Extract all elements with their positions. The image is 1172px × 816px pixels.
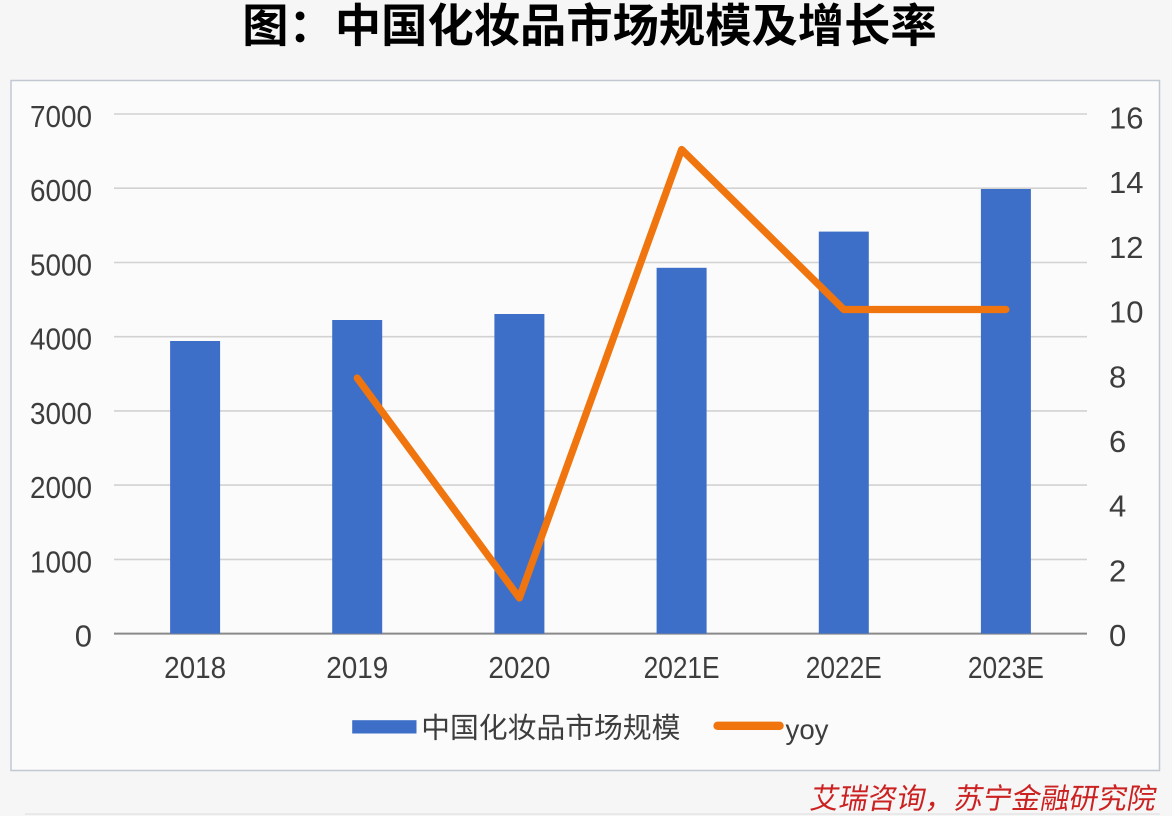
svg-text:3000: 3000 — [30, 396, 92, 431]
svg-text:7000: 7000 — [30, 99, 92, 134]
svg-text:0: 0 — [75, 619, 92, 654]
svg-text:8: 8 — [1109, 359, 1126, 394]
svg-text:0: 0 — [1109, 618, 1126, 653]
svg-text:2022E: 2022E — [806, 650, 882, 685]
svg-text:2018: 2018 — [164, 650, 226, 685]
svg-text:10: 10 — [1109, 295, 1144, 330]
svg-text:5000: 5000 — [30, 248, 92, 283]
svg-text:4000: 4000 — [30, 322, 92, 357]
svg-text:2021E: 2021E — [644, 650, 720, 685]
svg-text:yoy: yoy — [786, 714, 829, 745]
svg-text:6000: 6000 — [30, 173, 92, 208]
svg-text:4: 4 — [1109, 489, 1126, 524]
svg-text:6: 6 — [1109, 424, 1126, 459]
svg-text:1000: 1000 — [30, 544, 92, 579]
svg-text:2019: 2019 — [326, 650, 388, 685]
svg-text:16: 16 — [1109, 101, 1144, 136]
svg-text:12: 12 — [1109, 230, 1144, 265]
svg-text:2: 2 — [1109, 553, 1126, 588]
svg-text:2023E: 2023E — [968, 650, 1044, 685]
svg-text:2020: 2020 — [488, 650, 550, 685]
svg-text:14: 14 — [1109, 165, 1144, 200]
svg-text:2000: 2000 — [30, 470, 92, 505]
